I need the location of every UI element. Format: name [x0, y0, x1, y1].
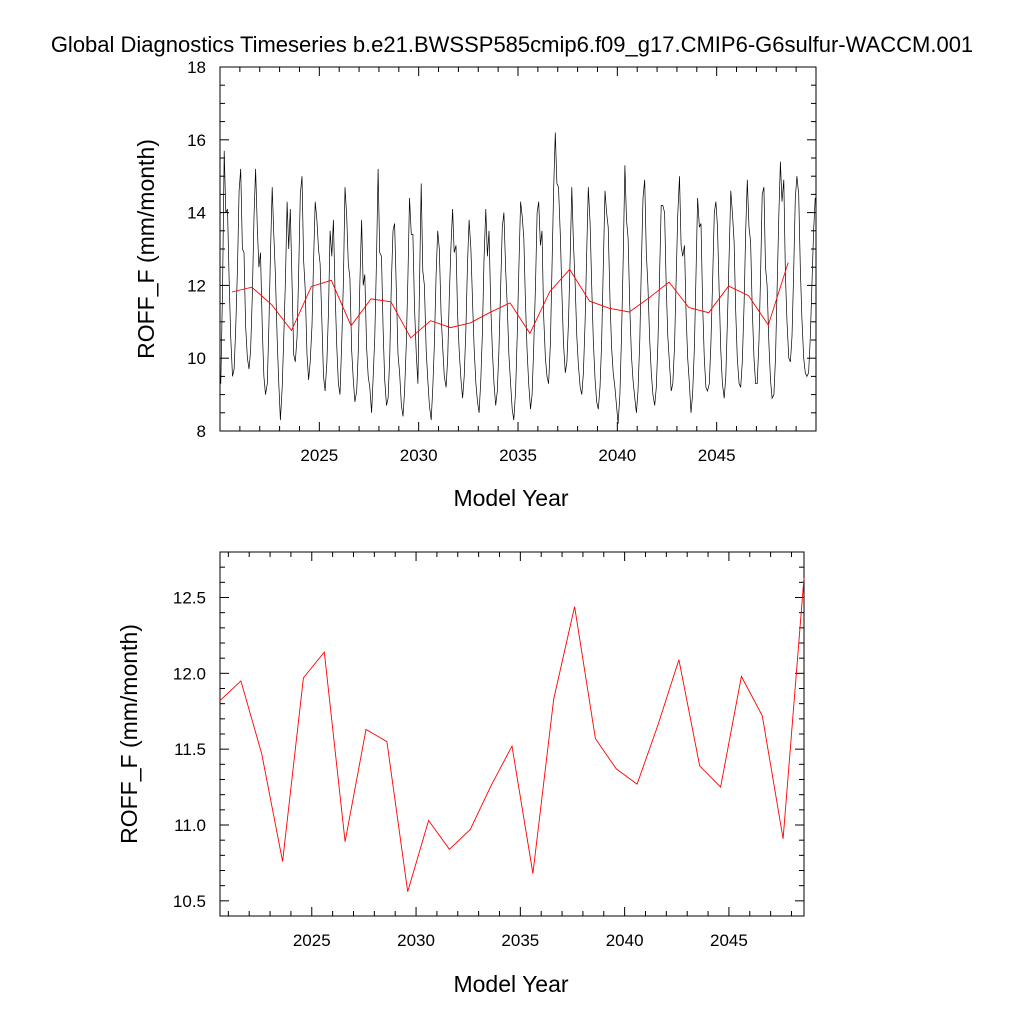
top-ytick-label: 16: [187, 131, 206, 150]
bottom-panel: 10.5 11.0 11.5 12.0 12.5 2025 2030 2035 2040 204…: [116, 551, 805, 997]
bottom-xtick-label: 2035: [501, 931, 539, 950]
bottom-ytick-label: 11.0: [174, 816, 206, 835]
bottom-x-axis-label: Model Year: [453, 971, 568, 997]
top-panel: 8 10 12 14 16 18 2025 2030 2035 2040 2045 Model Y…: [133, 58, 817, 511]
top-monthly-line: [220, 132, 816, 424]
bottom-ytick-label: 12.0: [173, 664, 206, 683]
top-ytick-label: 10: [187, 349, 206, 368]
bottom-xtick-label: 2030: [397, 931, 435, 950]
top-xtick-label: 2025: [300, 446, 338, 465]
bottom-ytick-label: 12.5: [173, 589, 206, 608]
bottom-xtick-labels: 2025 2030 2035 2040 2045: [293, 931, 748, 950]
top-ytick-label: 18: [187, 58, 206, 77]
top-y-axis-label: ROFF_F (mm/month): [133, 139, 159, 359]
bottom-xtick-label: 2040: [606, 931, 644, 950]
top-xtick-label: 2030: [400, 446, 438, 465]
bottom-xtick-label: 2045: [710, 931, 748, 950]
top-plot-frame: [219, 66, 817, 432]
bottom-ytick-label: 11.5: [174, 740, 206, 759]
top-ytick-label: 12: [187, 276, 206, 295]
top-ytick-labels: 8 10 12 14 16 18: [187, 58, 206, 441]
bottom-ticks: [220, 551, 804, 917]
bottom-series-lines: [219, 577, 805, 892]
top-xtick-labels: 2025 2030 2035 2040 2045: [300, 446, 735, 465]
bottom-ytick-label: 10.5: [173, 892, 206, 911]
top-x-axis-label: Model Year: [453, 485, 568, 511]
top-ytick-label: 8: [197, 422, 206, 441]
top-ytick-label: 14: [187, 204, 206, 223]
top-annual-mean-line: [231, 262, 789, 339]
bottom-ytick-labels: 10.5 11.0 11.5 12.0 12.5: [173, 589, 206, 911]
bottom-annual-mean-line: [219, 577, 805, 892]
bottom-xtick-label: 2025: [293, 931, 331, 950]
top-xtick-label: 2040: [598, 446, 636, 465]
bottom-y-axis-label: ROFF_F (mm/month): [116, 624, 142, 844]
top-ticks: [219, 66, 817, 432]
top-xtick-label: 2045: [698, 446, 736, 465]
top-xtick-label: 2035: [499, 446, 537, 465]
top-series-lines: [220, 132, 816, 424]
bottom-plot-frame: [219, 551, 805, 917]
figure-title: Global Diagnostics Timeseries b.e21.BWSS…: [51, 32, 973, 57]
